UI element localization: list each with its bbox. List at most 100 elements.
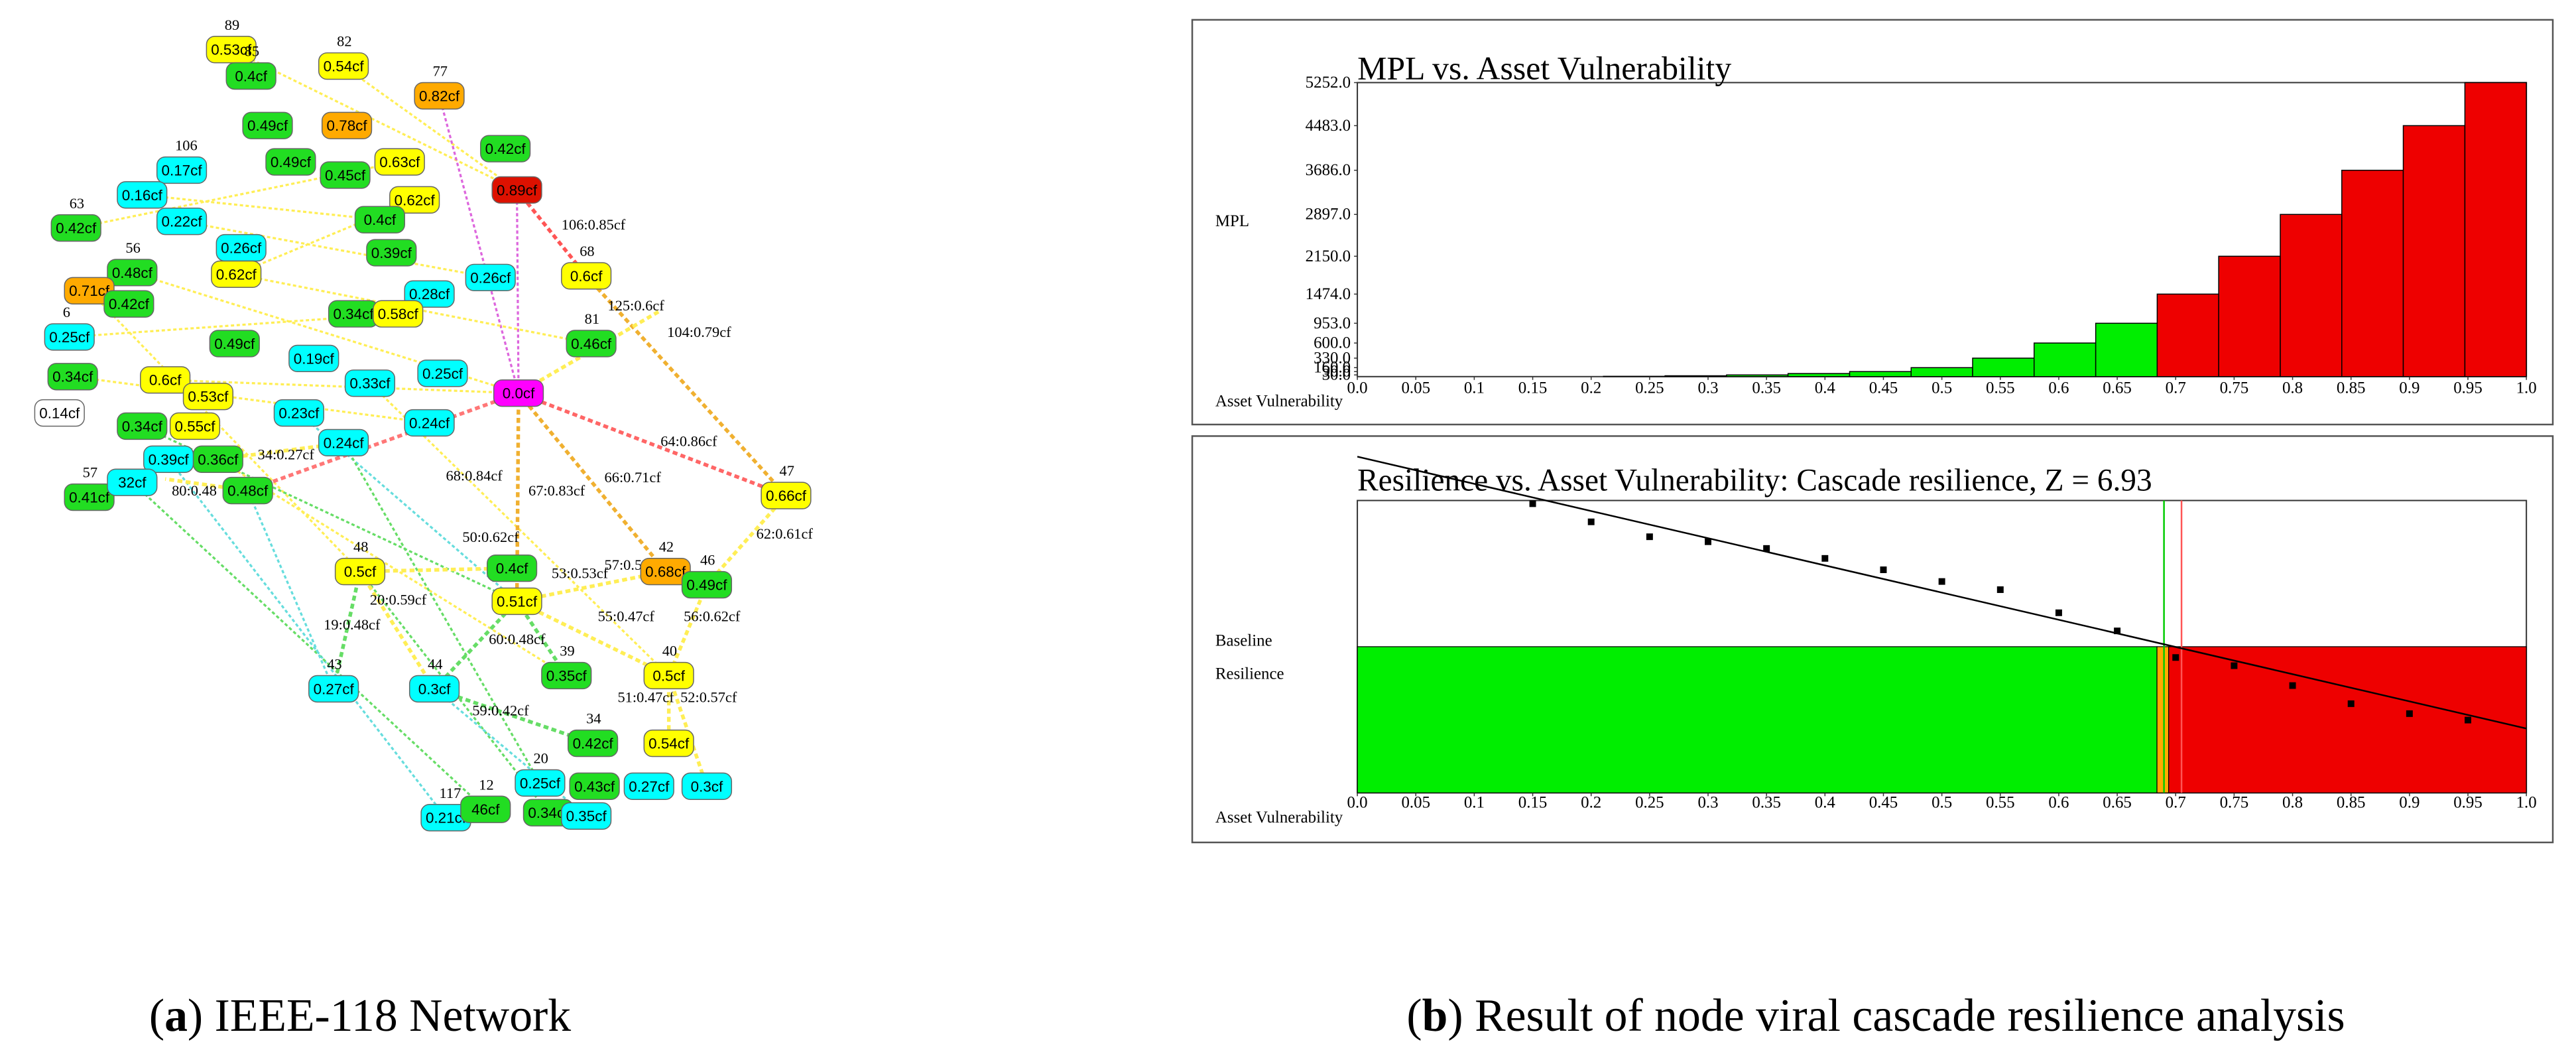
x-tick-label: 0.65 xyxy=(2103,794,2132,812)
edge-label: 62:0.61cf xyxy=(757,525,814,542)
point xyxy=(1996,586,2004,593)
node xyxy=(354,206,405,233)
node-value: 0.41cf xyxy=(69,490,110,506)
region xyxy=(1357,646,2158,793)
node-id: 89 xyxy=(225,17,239,33)
node-value: 0.34cf xyxy=(334,306,375,322)
node-value: 0.36cf xyxy=(198,451,239,468)
edge xyxy=(518,391,787,497)
edge xyxy=(438,96,520,394)
node-value: 0.42cf xyxy=(109,296,150,312)
node-value: 0.39cf xyxy=(149,451,190,468)
node xyxy=(681,570,733,599)
node xyxy=(681,772,733,801)
node-value: 0.49cf xyxy=(686,577,727,594)
node-value: 0.3cf xyxy=(418,681,451,697)
node xyxy=(143,445,194,473)
node-value: 0.53cf xyxy=(211,42,252,58)
edge xyxy=(342,442,541,784)
x-tick-label: 0.9 xyxy=(2399,794,2420,812)
node-value: 0.43cf xyxy=(574,778,615,795)
bar xyxy=(1726,374,1789,377)
bar xyxy=(2402,125,2466,377)
bar xyxy=(2464,82,2527,377)
y-axis-label: MPL xyxy=(1215,212,1249,230)
y-tick-label: 4483.0 xyxy=(1306,117,1351,135)
x-tick-label: 0.25 xyxy=(1635,794,1664,812)
node xyxy=(569,772,620,801)
node xyxy=(491,176,542,204)
node xyxy=(225,62,276,90)
node xyxy=(242,111,293,139)
point xyxy=(2406,710,2413,717)
node xyxy=(623,772,674,801)
node-id: 68 xyxy=(580,243,594,259)
node-value: 0.26cf xyxy=(221,240,262,257)
edge xyxy=(332,571,362,690)
node xyxy=(541,661,592,690)
y-tick-label: 1474.0 xyxy=(1306,285,1351,303)
edge xyxy=(359,566,513,574)
bar xyxy=(2280,214,2343,377)
node-value: 0.63cf xyxy=(379,154,420,170)
y-axis-label: Baseline xyxy=(1215,632,1272,650)
node-value: 0.25cf xyxy=(422,365,463,382)
edge-label: 50:0.62cf xyxy=(462,529,519,545)
node xyxy=(761,482,812,509)
node-value: 0.25cf xyxy=(520,775,561,791)
node-value: 0.42cf xyxy=(573,736,614,752)
edge-label: 19:0.48cf xyxy=(324,616,381,633)
node xyxy=(169,412,221,440)
node-value: 0.42cf xyxy=(56,220,97,237)
node-value: 0.53cf xyxy=(188,389,229,405)
x-tick-label: 0.35 xyxy=(1752,379,1781,397)
mpl-chart: 5252.0 4483.0 3686.0 2897.0 2150.0 1474.0 953.… xyxy=(1215,50,2537,411)
node xyxy=(103,290,154,318)
edge xyxy=(88,290,361,572)
node xyxy=(389,186,440,214)
x-tick-label: 1.0 xyxy=(2516,379,2537,397)
x-tick-label: 0.8 xyxy=(2282,379,2303,397)
node-value: 0.22cf xyxy=(162,214,203,230)
edge xyxy=(142,194,381,221)
node-id: 106 xyxy=(175,137,198,154)
node-value: 0.46cf xyxy=(571,336,612,352)
point xyxy=(1646,533,1653,541)
edge-label: 64:0.86cf xyxy=(660,432,717,449)
node xyxy=(374,148,425,176)
node-value: 0.23cf xyxy=(278,405,320,422)
node xyxy=(417,360,468,387)
edge-label: 53:0.53cf xyxy=(552,565,609,582)
bar xyxy=(1849,371,1912,377)
edge-label: 106:0.85cf xyxy=(562,216,626,233)
node-id: 82 xyxy=(337,33,351,50)
node xyxy=(288,344,339,373)
node-value: 0.0cf xyxy=(503,385,535,402)
node xyxy=(373,300,424,328)
x-tick-label: 0.3 xyxy=(1697,794,1718,812)
node xyxy=(334,557,386,586)
node-value: 0.48cf xyxy=(227,483,269,499)
bar xyxy=(1787,373,1851,377)
x-axis-label: Asset Vulnerability xyxy=(1215,393,1343,411)
node-id: 39 xyxy=(560,643,574,659)
node-id: 20 xyxy=(533,750,548,766)
x-tick-label: 0.8 xyxy=(2282,794,2303,812)
node xyxy=(515,769,566,797)
node-value: 0.25cf xyxy=(49,329,90,346)
edge xyxy=(131,481,487,811)
node xyxy=(318,429,369,457)
node xyxy=(50,214,101,242)
edge xyxy=(516,599,670,677)
x-tick-label: 0.3 xyxy=(1697,379,1718,397)
node-id: 117 xyxy=(440,785,461,801)
edge xyxy=(165,379,519,395)
node-id: 56 xyxy=(125,239,140,256)
point xyxy=(1938,578,1945,585)
edge-label: 60:0.48cf xyxy=(489,631,546,647)
x-tick-label: 0.6 xyxy=(2048,379,2069,397)
x-tick-label: 0.25 xyxy=(1635,379,1664,397)
node-id: 12 xyxy=(479,776,493,793)
node xyxy=(561,262,612,290)
edge-label: 59:0.42cf xyxy=(472,702,529,718)
